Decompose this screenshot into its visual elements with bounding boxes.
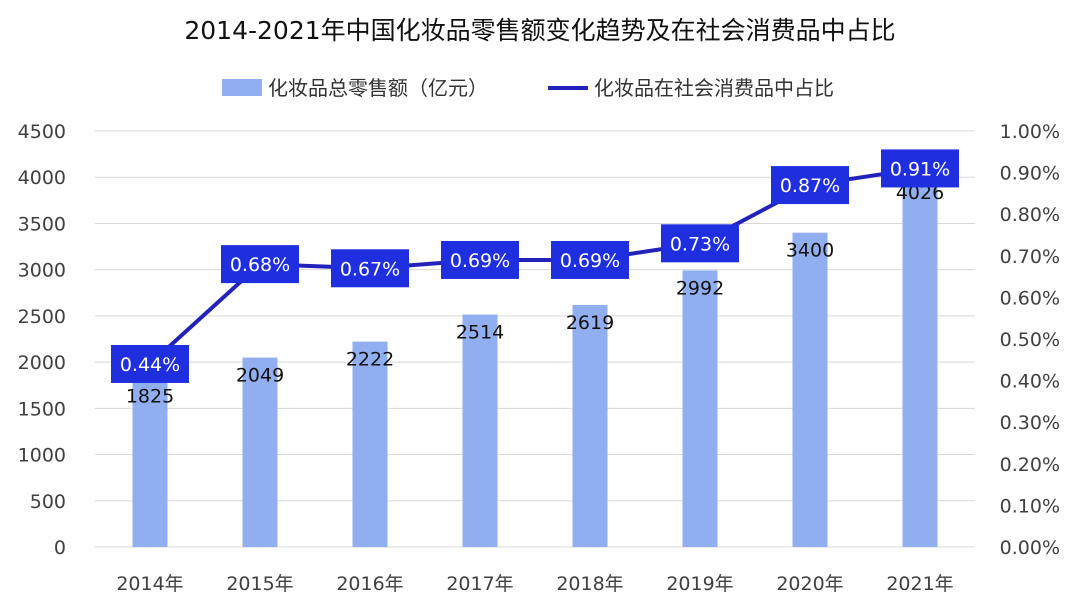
pct-label-text: 0.73%: [670, 233, 730, 255]
pct-label-box: [881, 149, 959, 188]
x-axis: 2014年 2015年 2016年 2017年 2018年 2019年 2020年 2021年: [116, 573, 953, 595]
bar: [132, 378, 168, 547]
pct-label-box: [771, 166, 849, 205]
right-tick-label: 0.00%: [1000, 537, 1060, 559]
pct-label-text: 0.68%: [230, 254, 290, 276]
left-y-axis: 0 500 1000 1500 2000 2500 3000 3500 4000 4500: [18, 121, 66, 559]
pct-label-text: 0.69%: [450, 250, 510, 272]
right-tick-label: 0.10%: [1000, 495, 1060, 517]
right-tick-label: 1.00%: [1000, 121, 1060, 143]
left-tick-label: 4500: [18, 121, 66, 143]
bar: [902, 174, 938, 547]
pct-label-box: [331, 249, 409, 288]
x-tick-label: 2019年: [666, 573, 733, 595]
chart-title: 2014-2021年中国化妆品零售额变化趋势及在社会消费品中占比: [184, 16, 895, 45]
bar: [242, 357, 278, 547]
bar: [792, 232, 828, 547]
right-tick-label: 0.80%: [1000, 204, 1060, 226]
bar: [682, 270, 718, 547]
right-tick-label: 0.90%: [1000, 163, 1060, 185]
bar-value-label: 2514: [456, 322, 504, 344]
left-tick-label: 0: [54, 537, 66, 559]
left-tick-label: 3500: [18, 213, 66, 235]
x-tick-label: 2018年: [556, 573, 623, 595]
pct-label-text: 0.91%: [890, 158, 950, 180]
pct-label-box: [661, 224, 739, 263]
x-tick-label: 2017年: [446, 573, 513, 595]
percentage-labels: 0.44% 0.68% 0.67% 0.69% 0.69% 0.73% 0.87% 0.91%: [111, 149, 959, 383]
right-tick-label: 0.60%: [1000, 287, 1060, 309]
left-tick-label: 4000: [18, 167, 66, 189]
right-tick-label: 0.30%: [1000, 412, 1060, 434]
bar-value-label: 2049: [236, 365, 284, 387]
bar-value-label: 3400: [786, 240, 834, 262]
bar: [352, 341, 388, 547]
bar-value-label: 1825: [126, 385, 174, 407]
x-tick-label: 2021年: [886, 573, 953, 595]
pct-label-text: 0.44%: [120, 354, 180, 376]
pct-label-box: [221, 245, 299, 284]
right-tick-label: 0.40%: [1000, 371, 1060, 393]
pct-label-box: [111, 344, 189, 383]
right-tick-label: 0.70%: [1000, 246, 1060, 268]
left-tick-label: 1000: [18, 445, 66, 467]
legend-bar-label: 化妆品总零售额（亿元）: [268, 76, 488, 100]
bar-value-label: 2222: [346, 349, 394, 371]
left-tick-label: 2000: [18, 352, 66, 374]
x-tick-label: 2020年: [776, 573, 843, 595]
pct-label-text: 0.67%: [340, 258, 400, 280]
legend: 化妆品总零售额（亿元） 化妆品在社会消费品中占比: [222, 76, 834, 100]
pct-label-box: [551, 240, 629, 279]
right-y-axis: 0.00% 0.10% 0.20% 0.30% 0.40% 0.50% 0.60% 0.70%…: [1000, 121, 1060, 559]
bar-value-label: 2619: [566, 312, 614, 334]
bar-series: [132, 174, 938, 547]
left-tick-label: 3000: [18, 260, 66, 282]
pct-label-box: [441, 240, 519, 279]
legend-bar-swatch: [222, 79, 262, 96]
bar-value-label: 2992: [676, 277, 724, 299]
bar: [462, 314, 498, 547]
legend-line-label: 化妆品在社会消费品中占比: [594, 76, 834, 100]
pct-label-text: 0.87%: [780, 175, 840, 197]
left-tick-label: 1500: [18, 398, 66, 420]
bar: [572, 304, 608, 547]
left-tick-label: 500: [30, 491, 66, 513]
right-tick-label: 0.50%: [1000, 329, 1060, 351]
x-tick-label: 2015年: [226, 573, 293, 595]
right-tick-label: 0.20%: [1000, 454, 1060, 476]
left-tick-label: 2500: [18, 306, 66, 328]
x-tick-label: 2016年: [336, 573, 403, 595]
x-tick-label: 2014年: [116, 573, 183, 595]
pct-label-text: 0.69%: [560, 250, 620, 272]
